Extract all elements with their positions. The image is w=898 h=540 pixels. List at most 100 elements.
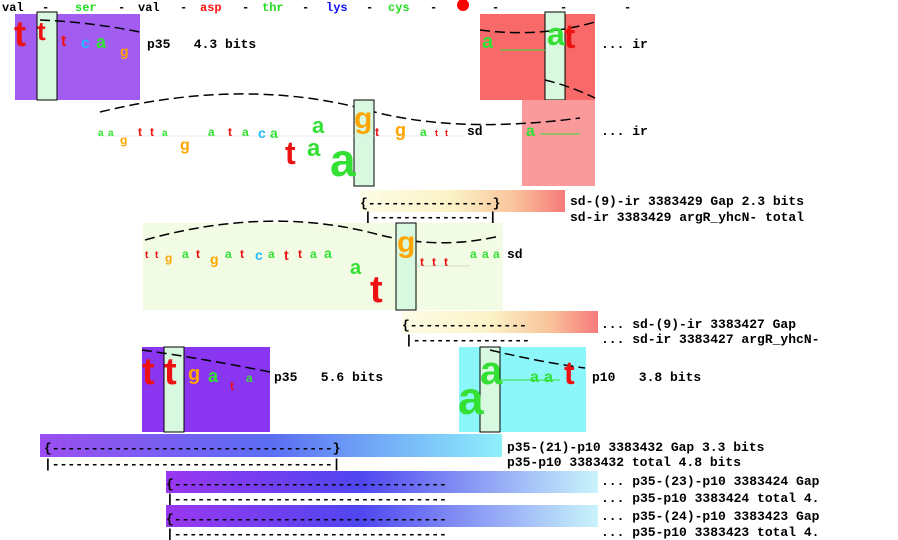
base-t-letter: t: [435, 128, 438, 138]
base-c-letter: c: [258, 125, 266, 141]
aa-dash: -: [302, 1, 310, 15]
base-a-letter: a: [98, 128, 104, 139]
gap-label: ... p35-(23)-p10 3383424 Gap: [601, 474, 820, 489]
base-a-letter: a: [420, 125, 427, 139]
aa-dash: -: [366, 1, 374, 15]
base-a-letter: a: [108, 128, 114, 139]
total-bracket: |-----------------------------------: [166, 492, 447, 507]
base-t-letter: t: [142, 351, 155, 393]
total-bracket: |-----------------------------------: [166, 527, 447, 540]
sequence-logo-sd-1: a a g t t a g a t a c a t a a a g t g a …: [98, 102, 535, 186]
highlight-column: [163, 346, 185, 433]
gap-bracket: {-----------------------------------: [166, 477, 447, 492]
base-t-letter: t: [445, 128, 448, 138]
sd-site-box-2: [143, 223, 503, 310]
base-a-letter: a: [268, 247, 275, 261]
base-a-letter: a: [96, 32, 107, 52]
total-bracket: |------------------------------------|: [44, 457, 340, 472]
aa-residue: ser: [75, 1, 97, 15]
sequence-logo-p10-mid: a a a a t: [458, 349, 575, 424]
aa-dash: -: [624, 1, 632, 15]
total-label: ... sd-ir 3383427 argR_yhcN-: [601, 332, 820, 347]
base-g-letter: g: [180, 137, 190, 154]
p10-site-label: p10 3.8 bits: [592, 370, 702, 385]
gap-bracket: {----------------}: [360, 196, 500, 211]
aa-dash: -: [492, 1, 500, 15]
base-t-letter: t: [564, 355, 575, 391]
base-t-letter: t: [284, 247, 289, 263]
aa-dash: -: [242, 1, 250, 15]
base-a-letter: a: [270, 125, 278, 141]
p35-site-box-mid: [142, 347, 270, 432]
wave-curve: [544, 79, 596, 99]
sd-ir-gap-bar-1: [360, 190, 565, 212]
base-a-letter: a: [208, 366, 219, 386]
total-label: ... p35-p10 3383423 total 4.: [601, 525, 820, 540]
base-t-letter: t: [145, 250, 149, 261]
base-a-letter: a: [330, 134, 356, 186]
base-a-letter: a: [225, 247, 232, 261]
base-t-letter: t: [240, 247, 244, 261]
base-g-letter: g: [165, 251, 172, 265]
p35-site-label: p35 4.3 bits: [147, 37, 257, 52]
base-a-letter: a: [350, 257, 362, 279]
sd-ir-gap-bar-2: [402, 311, 598, 333]
base-t-letter: t: [230, 379, 234, 393]
base-t-letter: t: [432, 255, 436, 269]
base-a-letter: a: [530, 369, 539, 386]
base-a-letter: a: [307, 135, 321, 162]
base-t-letter: t: [564, 18, 575, 56]
ir-site-label: ... ir: [601, 37, 648, 52]
highlight-column: [353, 99, 375, 187]
aa-dash: -: [42, 1, 50, 15]
base-g-letter: g: [188, 363, 200, 385]
aa-dash: -: [430, 1, 438, 15]
base-t-letter: t: [444, 255, 448, 269]
ir-site-label: ... ir: [601, 124, 648, 139]
base-a-letter: a: [208, 125, 215, 139]
base-t-letter: t: [61, 33, 67, 50]
base-a-letter: a: [470, 247, 477, 261]
base-a-letter: a: [482, 247, 489, 261]
base-a-letter: a: [482, 31, 494, 53]
base-g-letter: g: [397, 226, 415, 259]
sequence-logo-p35-top: t t t c a g: [14, 13, 129, 59]
base-a-letter: a: [493, 247, 500, 261]
aa-residue: val: [138, 1, 160, 15]
total-label: sd-ir 3383429 argR_yhcN- total: [570, 210, 805, 225]
base-t-letter: t: [228, 125, 232, 139]
wave-curve: [489, 349, 586, 369]
aa-dash: -: [180, 1, 188, 15]
gap-bracket: {---------------: [402, 318, 527, 333]
base-t-letter: t: [164, 351, 177, 393]
highlight-column: [395, 222, 417, 311]
total-label: p35-p10 3383432 total 4.8 bits: [507, 455, 742, 470]
p35-p10-gap-bar-1: [40, 434, 502, 457]
base-a-letter: a: [310, 247, 317, 261]
sd-site-label: sd: [507, 247, 523, 262]
base-a-letter: a: [182, 247, 189, 261]
highlight-column: [36, 11, 58, 101]
base-t-letter: t: [420, 255, 424, 269]
sequence-logo-ir-top: a a t: [482, 16, 575, 56]
sequence-logo-sd-2: t t g a t g a t c a t t a a a t g t t t …: [145, 226, 500, 311]
aa-dash: -: [560, 1, 568, 15]
base-t-letter: t: [155, 250, 159, 261]
p35-p10-gap-bar-3: [166, 505, 598, 527]
base-a-letter: a: [312, 113, 325, 138]
base-a-letter: a: [246, 371, 253, 385]
gap-label: sd-(9)-ir 3383429 Gap 2.3 bits: [570, 194, 805, 209]
total-bracket: |---------------: [405, 333, 530, 348]
base-a-letter: a: [242, 125, 249, 139]
gap-label: p35-(21)-p10 3383432 Gap 3.3 bits: [507, 440, 765, 455]
ir-site-box-top: [480, 14, 595, 100]
aa-residue: cys: [388, 1, 410, 15]
p35-p10-gap-bar-2: [166, 471, 598, 493]
total-bracket: |---------------|: [364, 210, 497, 225]
base-t-letter: t: [196, 247, 200, 261]
base-t-letter: t: [37, 16, 46, 46]
base-c-letter: c: [81, 35, 90, 52]
base-t-letter: t: [298, 247, 302, 261]
base-t-letter: t: [370, 269, 383, 311]
